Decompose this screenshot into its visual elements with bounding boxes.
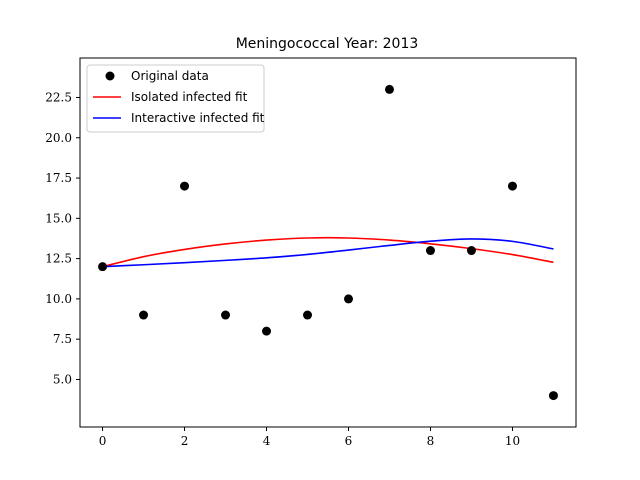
series-line-interactive-fit [102, 238, 554, 268]
x-tick-label: 2 [181, 434, 189, 448]
legend-marker-original-data [105, 71, 115, 81]
data-point [98, 262, 108, 272]
y-tick-label: 7.5 [53, 332, 72, 346]
y-tick-label: 22.5 [45, 90, 72, 104]
legend-label-interactive-fit: Interactive infected fit [131, 111, 265, 125]
data-point [507, 181, 517, 191]
x-tick-label: 4 [263, 434, 271, 448]
y-tick-label: 10.0 [45, 292, 72, 306]
legend-label-original-data: Original data [131, 69, 209, 83]
x-tick-label: 8 [427, 434, 435, 448]
data-point [139, 310, 149, 320]
data-point [262, 326, 272, 336]
data-point [548, 391, 558, 401]
data-points [98, 84, 558, 401]
data-point [343, 294, 353, 304]
x-tick-label: 10 [505, 434, 520, 448]
data-point [425, 246, 435, 256]
data-point [221, 310, 231, 320]
data-point [384, 84, 394, 94]
plot-frame [79, 57, 577, 428]
x-axis: 0 2 4 6 8 10 [99, 427, 520, 448]
y-tick-label: 12.5 [45, 252, 72, 266]
y-tick-label: 17.5 [45, 171, 72, 185]
x-tick-label: 6 [345, 434, 353, 448]
fit-curves [102, 236, 554, 268]
y-tick-label: 20.0 [45, 131, 72, 145]
y-tick-label: 15.0 [45, 211, 72, 225]
y-tick-label: 5.0 [53, 372, 72, 386]
data-point [180, 181, 190, 191]
legend-box [86, 64, 265, 133]
data-point [303, 310, 313, 320]
y-axis: 5.0 7.5 10.0 12.5 15.0 17.5 20.0 22.5 [45, 90, 80, 386]
x-tick-label: 0 [99, 434, 107, 448]
legend-label-isolated-fit: Isolated infected fit [131, 90, 248, 104]
data-point [466, 246, 476, 256]
legend: Original data Isolated infected fit Inte… [86, 64, 265, 133]
chart-title: Meningococcal Year: 2013 [236, 36, 419, 52]
